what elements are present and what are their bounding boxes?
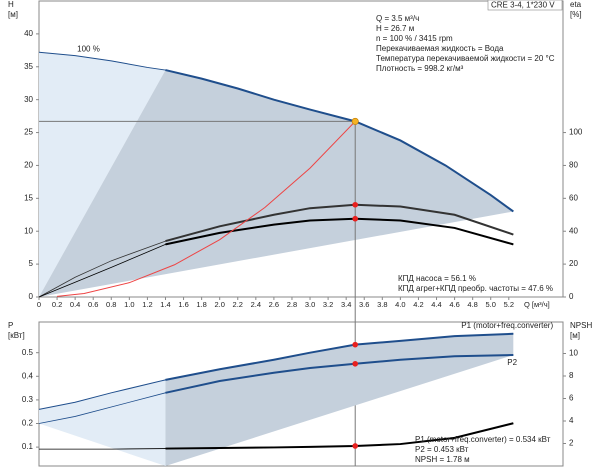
info-line: NPSH = 1.78 м [415, 455, 470, 464]
y2-axis-label: eta [570, 0, 582, 9]
info-line: n = 100 % / 3415 rpm [376, 34, 453, 43]
x-tick-label: 0.6 [88, 300, 98, 309]
duty-dot [352, 443, 359, 449]
duty-dot [352, 201, 359, 208]
y2-tick-label: 20 [569, 259, 578, 268]
duty-point [351, 117, 359, 125]
x-tick-label: 0.4 [70, 300, 80, 309]
y2-tick-label: 8 [569, 371, 574, 380]
x-tick-label: 2.2 [233, 300, 243, 309]
duty-dot [352, 341, 359, 348]
x-tick-label: 1.8 [196, 300, 206, 309]
y-tick-label: 10 [24, 226, 33, 235]
light-area [39, 379, 166, 466]
x-tick-label: 2.4 [251, 300, 261, 309]
y-tick-label: 15 [24, 193, 33, 202]
y-tick-label: 0.1 [22, 442, 34, 451]
y-tick-label: 20 [24, 161, 33, 170]
x-tick-label: 3.2 [323, 300, 333, 309]
curve [57, 121, 356, 297]
x-tick-label: 1.0 [124, 300, 134, 309]
x-tick-label: 0 [37, 300, 41, 309]
y-tick-label: 0.4 [22, 371, 34, 380]
y2-axis-label: NPSH [570, 321, 592, 330]
x-tick-label: 4.6 [449, 300, 459, 309]
y-axis-label: [кВт] [8, 331, 25, 340]
operating-area [39, 70, 514, 297]
model-box [487, 0, 563, 11]
x-tick-label: 5.0 [486, 300, 496, 309]
annotation: КПД агрег+КПД преобр. частоты = 47.6 % [398, 284, 553, 293]
y-tick-label: 0 [29, 292, 34, 301]
info-line: Температура перекачиваемой жидкости = 20… [376, 54, 555, 63]
x-tick-label: 4.8 [467, 300, 477, 309]
light-area [39, 52, 166, 297]
x-axis-label: Q [м³/ч] [524, 300, 550, 309]
y2-tick-label: 10 [569, 349, 578, 358]
curve-highlight [165, 217, 514, 246]
x-tick-label: 4.2 [413, 300, 423, 309]
curve-highlight [165, 422, 514, 450]
info-line: P1 (motor+freq.converter) = 0.534 кВт [415, 435, 551, 444]
x-tick-label: 1.2 [142, 300, 152, 309]
y-tick-label: 0.2 [22, 419, 34, 428]
y2-tick-label: 2 [569, 439, 574, 448]
y-tick-label: 0.5 [22, 348, 34, 357]
y-tick-label: 5 [29, 259, 34, 268]
curve-label: P1 (motor+freq.converter) [461, 321, 553, 330]
model: CRE 3-4, 1*230 V [491, 1, 555, 10]
duty-dot [352, 215, 359, 222]
y2-tick-label: 0 [569, 292, 574, 301]
y-tick-label: 30 [24, 95, 33, 104]
duty-dot [352, 360, 359, 367]
y-axis-label: [м] [8, 10, 18, 19]
y-tick-label: 35 [24, 62, 33, 71]
curve-highlight [165, 332, 514, 381]
x-tick-label: 0.2 [52, 300, 62, 309]
info-line: P2 = 0.453 кВт [415, 445, 469, 454]
x-tick-label: 0.8 [106, 300, 116, 309]
x-tick-label: 1.4 [160, 300, 170, 309]
x-tick-label: 5.2 [504, 300, 514, 309]
x-tick-label: 3.6 [359, 300, 369, 309]
y2-axis-label: [м] [570, 331, 580, 340]
info-line: H = 26.7 м [376, 24, 414, 33]
curve-highlight [165, 69, 514, 213]
y-tick-label: 0.3 [22, 395, 34, 404]
y2-tick-label: 4 [569, 416, 574, 425]
x-tick-label: 3.0 [305, 300, 315, 309]
plot-frame [38, 321, 564, 467]
x-tick-label: 3.8 [377, 300, 387, 309]
y-tick-label: 40 [24, 29, 33, 38]
y-axis-label: H [8, 0, 14, 9]
x-tick-label: 3.4 [341, 300, 351, 309]
x-tick-label: 2.0 [214, 300, 224, 309]
y2-axis-label: [%] [570, 10, 582, 19]
curve-label: P2 [507, 358, 517, 367]
info-line: Плотность = 998.2 кг/м³ [376, 64, 464, 73]
operating-area [165, 333, 514, 466]
y-axis-label: P [8, 321, 13, 330]
y2-tick-label: 6 [569, 394, 574, 403]
curve-highlight [165, 354, 514, 394]
info-line: Q = 3.5 м³/ч [376, 14, 419, 23]
y-tick-label: 25 [24, 128, 33, 137]
x-tick-label: 4.0 [395, 300, 405, 309]
y2-tick-label: 100 [569, 128, 583, 137]
y2-tick-label: 80 [569, 161, 578, 170]
info-line: Перекачиваемая жидкость = Вода [376, 44, 504, 53]
curve-label: 100 % [77, 45, 100, 54]
x-tick-label: 2.8 [287, 300, 297, 309]
x-tick-label: 4.4 [431, 300, 441, 309]
y2-tick-label: 40 [569, 226, 578, 235]
y2-tick-label: 60 [569, 193, 578, 202]
x-tick-label: 2.6 [269, 300, 279, 309]
x-tick-label: 1.6 [178, 300, 188, 309]
curve-highlight [165, 203, 514, 243]
annotation: КПД насоса = 56.1 % [398, 274, 476, 283]
